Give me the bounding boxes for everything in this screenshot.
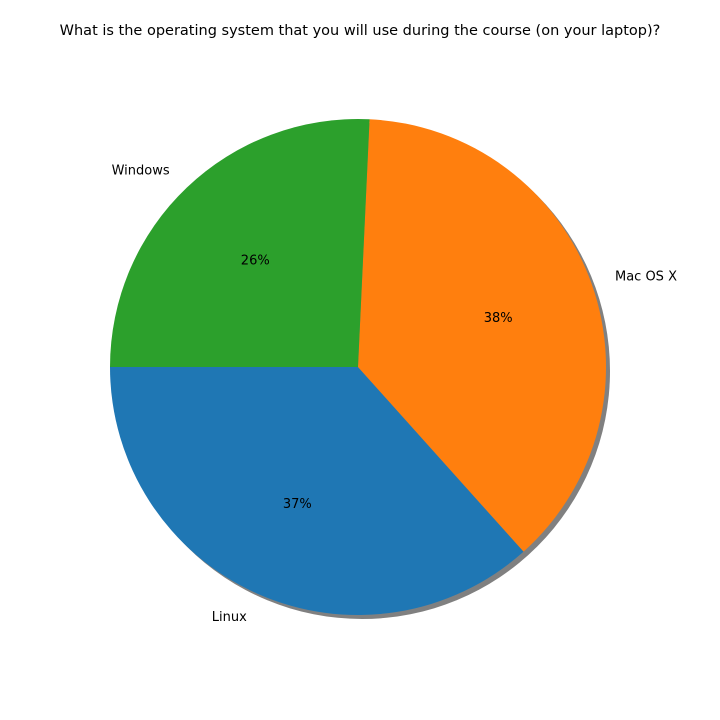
pie-slice-linux bbox=[110, 367, 524, 615]
pie-slice-mac-os-x bbox=[358, 119, 606, 552]
pct-label-mac-os-x: 38% bbox=[484, 311, 513, 326]
slice-label-mac-os-x: Mac OS X bbox=[615, 269, 677, 284]
pie-labels: Linux 37% Mac OS X 38% Windows 26% bbox=[112, 164, 677, 625]
chart-title: What is the operating system that you wi… bbox=[60, 23, 661, 39]
pct-label-linux: 37% bbox=[283, 497, 312, 512]
pie-slices bbox=[110, 119, 606, 615]
pie-slice-windows bbox=[110, 119, 370, 368]
slice-label-windows: Windows bbox=[112, 164, 170, 179]
pct-label-windows: 26% bbox=[241, 253, 270, 268]
slice-label-linux: Linux bbox=[212, 610, 247, 625]
